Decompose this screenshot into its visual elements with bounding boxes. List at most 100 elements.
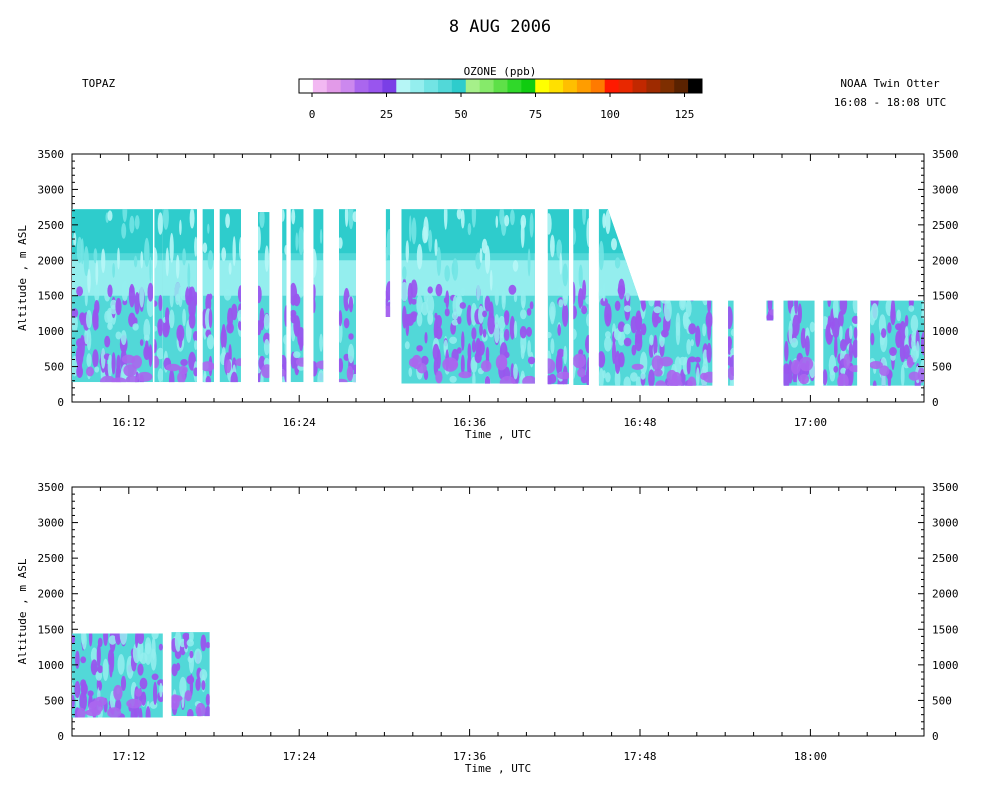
ozone-cell [904,315,909,327]
ozone-cell [586,313,589,327]
ozone-cell [401,282,409,302]
ozone-cell [562,263,568,287]
ozone-cell [598,351,606,368]
ozone-cell [456,347,462,354]
x-axis-label: Time , UTC [465,428,531,441]
ozone-cell [97,665,103,674]
ozone-cell [662,253,668,276]
ozone-cell [424,332,428,344]
ozone-cell [121,223,127,239]
ozone-cell [550,338,555,355]
curtain-mid-layer [154,260,163,296]
ozone-cell [421,355,429,366]
ozone-cell [659,262,665,274]
ozone-cell [527,248,531,277]
ozone-cell [769,309,774,316]
ozone-cell [313,297,316,314]
colorbar-swatch [479,79,494,93]
ozone-cell [656,224,659,242]
y-tick-label-right: 3000 [932,517,959,530]
y-tick-label-right: 1000 [932,659,959,672]
ozone-cell [689,290,695,302]
ozone-cell [653,306,662,314]
ozone-cell [448,359,456,371]
ozone-cell [282,209,285,222]
ozone-cell [385,305,391,317]
ozone-cell [122,209,128,223]
ozone-cell [95,260,99,286]
ozone-cell [625,209,630,225]
ozone-cell [107,210,113,221]
curtain-base [282,209,287,383]
colorbar-swatch [396,79,411,93]
ozone-cell [195,678,201,691]
ozone-cell [153,681,158,705]
ozone-cell [176,662,181,671]
time-range-label: 16:08 - 18:08 UTC [834,96,947,109]
ozone-cell [228,262,232,275]
y-tick-label-right: 1500 [932,623,959,636]
ozone-cell [94,281,100,302]
ozone-cell [557,348,565,358]
ozone-cell [696,367,700,386]
ozone-cell [573,227,577,246]
ozone-cell [522,375,535,384]
ozone-cell [416,243,423,270]
y-tick-label-right: 2500 [932,552,959,565]
ozone-cell [132,323,139,331]
ozone-cell [208,308,213,329]
ozone-curtain-segment [219,209,241,383]
ozone-cell [189,650,194,659]
ozone-cell [881,328,887,339]
ozone-cell [174,632,182,652]
ozone-cell [104,335,111,348]
ozone-cell [472,372,476,384]
colorbar-tick-label: 0 [309,108,316,121]
colorbar-swatch [493,79,508,93]
ozone-cell [180,359,188,366]
ozone-cell [471,327,477,340]
ozone-cell [851,315,858,324]
ozone-cell [921,300,924,318]
ozone-cell [120,330,127,346]
ozone-cell [408,357,419,368]
x-tick-label: 16:24 [283,416,316,429]
ozone-cell [605,209,611,234]
ozone-cell [410,311,418,318]
ozone-cell [409,215,412,242]
ozone-cell [85,709,101,717]
ozone-cell [494,324,500,344]
ozone-cell [460,354,465,375]
ozone-cell [189,286,196,302]
ozone-cell [879,365,890,377]
ozone-cell [602,282,606,302]
ozone-cell [635,310,643,332]
ozone-cell [298,286,304,298]
ozone-cell [157,368,163,383]
ozone-cell [158,643,163,651]
ozone-cell [730,328,734,337]
ozone-cell [313,284,316,300]
ozone-cell [123,364,137,377]
ozone-cell [348,333,354,340]
ozone-cell [730,347,734,356]
curtain-mid-layer [219,260,241,296]
ozone-cell [618,278,625,300]
ozone-cell [134,292,140,315]
ozone-cell [128,312,136,327]
ozone-cell [154,325,158,332]
x-tick-label: 17:00 [794,416,827,429]
ozone-cell [683,225,689,247]
ozone-cell [529,301,534,310]
ozone-cell [223,288,232,301]
colorbar-swatch [299,79,314,93]
ozone-cell [205,641,210,649]
ozone-cell [582,279,587,300]
colorbar-tick-label: 125 [675,108,695,121]
platform-label: NOAA Twin Otter [840,77,940,90]
ozone-cell [411,217,417,245]
ozone-cell [411,298,417,305]
ozone-cell [221,247,227,262]
ozone-cell [908,300,914,308]
ozone-cell [910,314,919,333]
